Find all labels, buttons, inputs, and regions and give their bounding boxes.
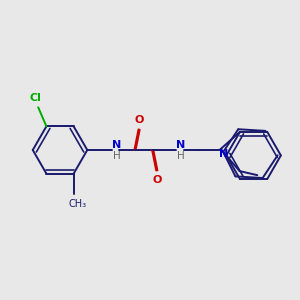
Text: N: N xyxy=(219,149,228,159)
Text: N: N xyxy=(176,140,185,150)
Text: H: H xyxy=(113,151,121,161)
Text: N: N xyxy=(112,140,122,150)
Text: Cl: Cl xyxy=(30,93,41,103)
Text: H: H xyxy=(177,151,185,161)
Text: CH₃: CH₃ xyxy=(69,200,87,209)
Text: O: O xyxy=(153,175,162,185)
Text: O: O xyxy=(135,115,144,125)
